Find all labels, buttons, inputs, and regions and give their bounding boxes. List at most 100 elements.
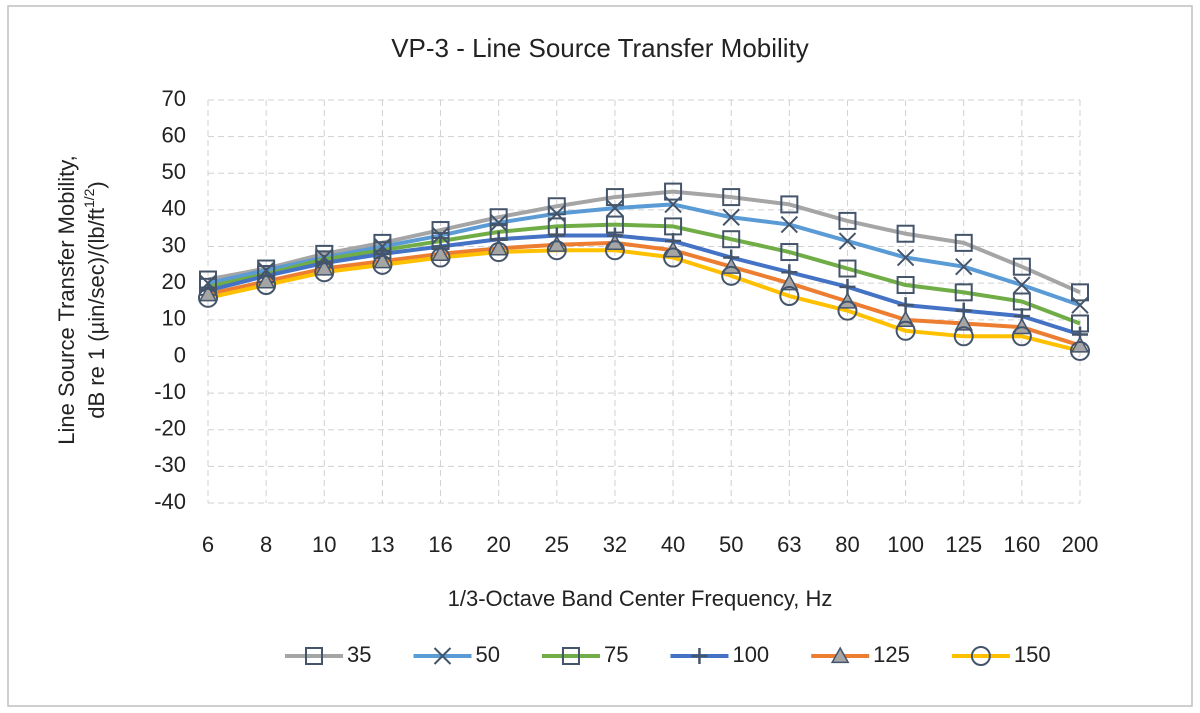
y-tick-label: 30 [162,232,186,257]
marker [605,188,624,207]
marker [896,248,915,267]
y-label-line: Line Source Transfer Mobility, [54,155,79,444]
series-line [207,189,1081,295]
marker [722,188,741,207]
y-tick-label: -30 [154,452,186,477]
legend-item: 100 [670,642,769,667]
marker [1011,326,1032,347]
marker [838,232,857,250]
marker [970,646,991,666]
series-markers [198,240,1090,361]
marker [1070,340,1090,361]
marker [721,265,742,286]
marker [954,233,973,252]
y-tick-label: -40 [154,489,186,514]
y-tick-label: 60 [162,122,186,147]
legend-item: 50 [413,642,500,667]
marker [431,244,450,262]
marker [314,262,335,283]
marker [305,647,323,665]
x-tick-label: 32 [603,532,627,557]
x-tick-label: 8 [260,532,272,557]
x-axis-label: 1/3-Octave Band Center Frequency, Hz [448,586,833,611]
marker [256,275,277,296]
marker [431,226,450,245]
marker [780,195,799,214]
x-tick-label: 100 [887,532,924,557]
x-tick-label: 80 [835,532,859,557]
marker [1071,283,1089,302]
marker [489,214,508,232]
marker [896,224,915,243]
marker [896,276,915,295]
marker [431,221,450,240]
series-line [207,248,1081,353]
marker [955,257,973,276]
marker [1013,276,1031,294]
y-label-line: dB re 1 (µin/sec)/(lb/ft1/2) [81,181,109,419]
marker [663,247,684,268]
marker [722,208,740,226]
y-tick-label: 0 [174,342,186,367]
y-tick-label: -10 [154,379,186,404]
chart-title: VP-3 - Line Source Transfer Mobility [391,33,809,63]
marker [1012,257,1031,276]
y-axis-label: Line Source Transfer Mobility, dB re 1 (… [54,155,109,444]
x-tick-label: 10 [312,532,336,557]
x-tick-label: 6 [202,532,214,557]
marker [780,273,799,291]
marker [488,242,509,263]
y-tick-label: 10 [162,306,186,331]
x-tick-label: 16 [428,532,452,557]
y-tick-label: 40 [162,196,186,221]
y-tick-label: 50 [162,159,186,184]
legend-label: 150 [1014,642,1051,667]
marker [780,215,799,234]
y-label-part: ) [84,181,109,188]
series-line [207,202,1081,308]
x-tick-label: 63 [777,532,801,557]
x-tick-label: 20 [486,532,510,557]
legend-item: 75 [541,642,628,667]
marker [953,326,974,347]
marker [314,258,334,276]
x-tick-label: 25 [545,532,569,557]
x-tick-label: 160 [1004,532,1041,557]
marker [1070,335,1090,353]
marker [489,238,508,256]
marker [561,647,580,665]
legend-item: 150 [951,642,1051,667]
marker [954,313,974,331]
marker [256,271,276,289]
marker [830,646,850,664]
marker [722,230,741,249]
series-line [207,240,1081,348]
series-line [207,222,1081,326]
x-tick-label: 125 [945,532,982,557]
marker [198,287,218,308]
marker [954,283,973,302]
y-tick-label: 20 [162,269,186,294]
marker [604,240,625,261]
legend-label: 35 [347,642,371,667]
marker [372,254,393,275]
marker [547,235,567,252]
legend-label: 100 [732,642,769,667]
marker [1071,296,1089,314]
marker [838,211,857,230]
marker [664,182,683,201]
marker [838,259,857,278]
marker [198,284,218,302]
marker [489,208,508,227]
x-tick-label: 13 [370,532,394,557]
marker [430,247,451,268]
x-tick-label: 200 [1062,532,1099,557]
marker [664,195,682,214]
marker [691,648,708,664]
y-label-part: dB re 1 (µin/sec)/(lb/ft [84,208,109,419]
y-tick-label: -20 [154,416,186,441]
legend-item: 125 [811,642,910,667]
series-line [207,233,1081,337]
marker [779,286,800,307]
legend-item: 35 [285,642,371,667]
